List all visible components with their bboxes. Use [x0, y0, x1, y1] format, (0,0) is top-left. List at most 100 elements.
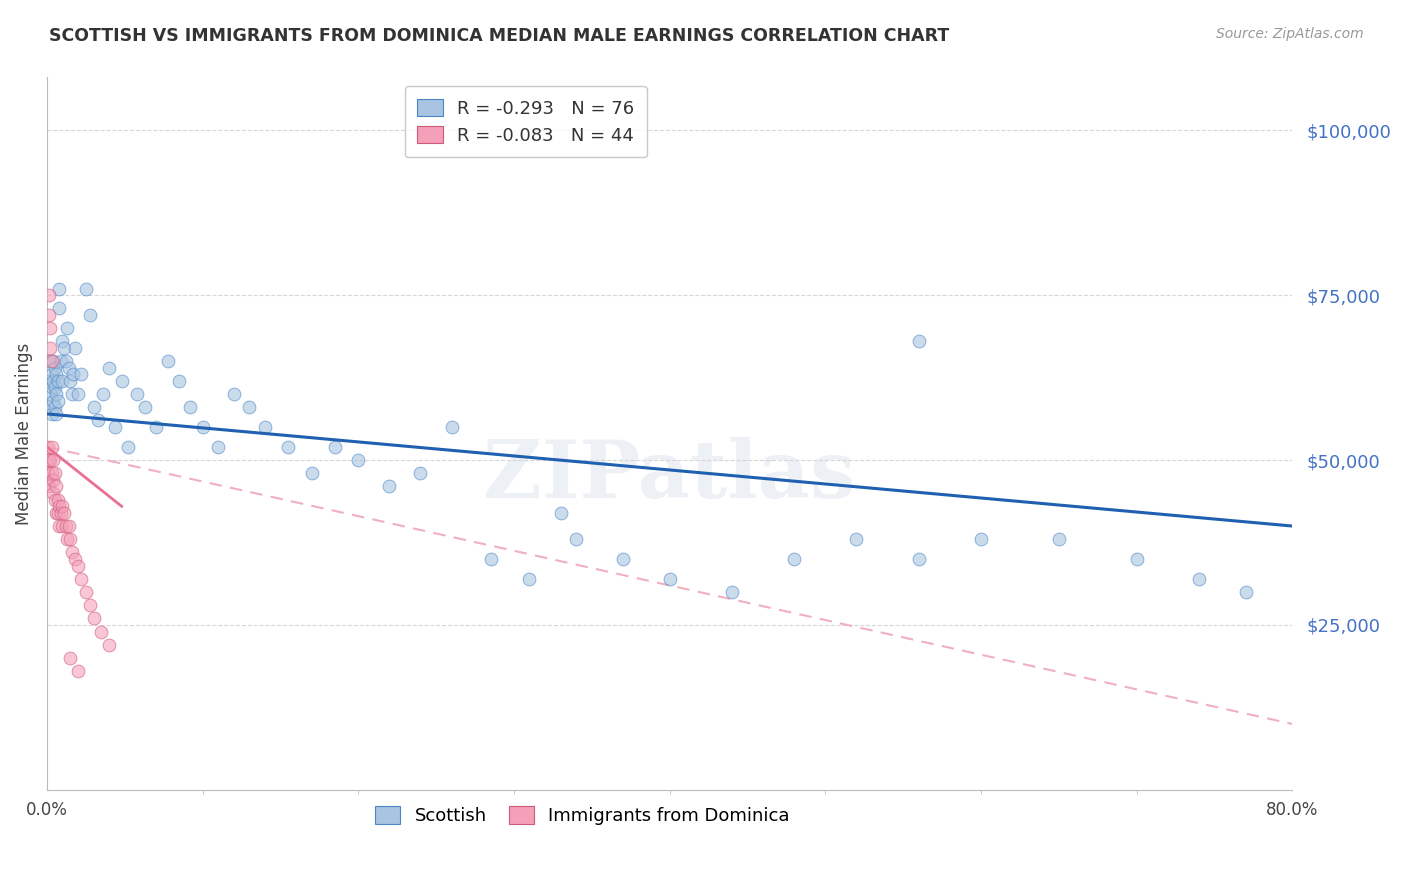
Point — [56, 321, 79, 335]
Point — [845, 533, 868, 547]
Point — [41, 407, 63, 421]
Point — [41, 467, 63, 481]
Point — [38, 288, 60, 302]
Point — [41, 380, 63, 394]
Point — [191, 420, 214, 434]
Point — [63, 552, 86, 566]
Point — [179, 401, 201, 415]
Point — [1188, 572, 1211, 586]
Point — [87, 413, 110, 427]
Point — [48, 281, 70, 295]
Point — [42, 393, 65, 408]
Point — [907, 552, 929, 566]
Point — [66, 387, 89, 401]
Point — [66, 664, 89, 678]
Point — [37, 440, 59, 454]
Point — [38, 479, 60, 493]
Point — [59, 374, 82, 388]
Legend: Scottish, Immigrants from Dominica: Scottish, Immigrants from Dominica — [366, 797, 799, 834]
Point — [347, 453, 370, 467]
Point — [37, 401, 59, 415]
Point — [207, 440, 229, 454]
Point — [59, 533, 82, 547]
Point — [104, 420, 127, 434]
Point — [440, 420, 463, 434]
Point — [98, 638, 121, 652]
Point — [42, 473, 65, 487]
Point — [42, 486, 65, 500]
Point — [45, 387, 67, 401]
Point — [45, 368, 67, 382]
Point — [42, 354, 65, 368]
Point — [167, 374, 190, 388]
Point — [378, 479, 401, 493]
Point — [44, 492, 66, 507]
Point — [37, 453, 59, 467]
Point — [53, 341, 76, 355]
Point — [48, 301, 70, 316]
Point — [117, 440, 139, 454]
Point — [48, 519, 70, 533]
Text: Source: ZipAtlas.com: Source: ZipAtlas.com — [1216, 27, 1364, 41]
Point — [70, 368, 93, 382]
Point — [37, 467, 59, 481]
Point — [46, 393, 69, 408]
Point — [58, 360, 80, 375]
Point — [39, 453, 62, 467]
Point — [110, 374, 132, 388]
Point — [51, 334, 73, 349]
Point — [58, 519, 80, 533]
Point — [70, 572, 93, 586]
Point — [41, 440, 63, 454]
Point — [46, 492, 69, 507]
Text: SCOTTISH VS IMMIGRANTS FROM DOMINICA MEDIAN MALE EARNINGS CORRELATION CHART: SCOTTISH VS IMMIGRANTS FROM DOMINICA MED… — [49, 27, 949, 45]
Point — [38, 453, 60, 467]
Point — [277, 440, 299, 454]
Point — [49, 354, 72, 368]
Point — [42, 374, 65, 388]
Point — [38, 308, 60, 322]
Point — [60, 545, 83, 559]
Point — [83, 611, 105, 625]
Point — [565, 533, 588, 547]
Point — [301, 467, 323, 481]
Point — [62, 368, 84, 382]
Point — [45, 479, 67, 493]
Point — [63, 341, 86, 355]
Point — [44, 467, 66, 481]
Point — [49, 506, 72, 520]
Point — [238, 401, 260, 415]
Point — [479, 552, 502, 566]
Point — [46, 374, 69, 388]
Point — [79, 308, 101, 322]
Point — [39, 354, 62, 368]
Point — [83, 401, 105, 415]
Point — [907, 334, 929, 349]
Point — [51, 374, 73, 388]
Point — [1125, 552, 1147, 566]
Point — [79, 598, 101, 612]
Point — [56, 533, 79, 547]
Point — [253, 420, 276, 434]
Point — [44, 401, 66, 415]
Point — [41, 368, 63, 382]
Point — [1047, 533, 1070, 547]
Point — [157, 354, 180, 368]
Point — [45, 407, 67, 421]
Point — [42, 453, 65, 467]
Point — [55, 519, 77, 533]
Point — [39, 321, 62, 335]
Point — [612, 552, 634, 566]
Point — [145, 420, 167, 434]
Point — [1234, 585, 1257, 599]
Point — [783, 552, 806, 566]
Point — [222, 387, 245, 401]
Point — [39, 341, 62, 355]
Point — [41, 354, 63, 368]
Point — [44, 380, 66, 394]
Point — [75, 281, 97, 295]
Point — [55, 354, 77, 368]
Point — [51, 519, 73, 533]
Point — [37, 473, 59, 487]
Point — [970, 533, 993, 547]
